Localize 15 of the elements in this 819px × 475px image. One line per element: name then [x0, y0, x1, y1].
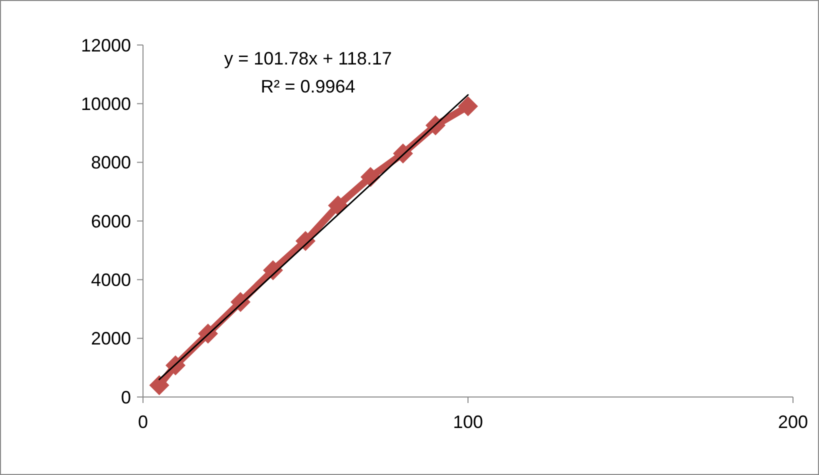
y-tick-label: 2000 — [90, 328, 131, 349]
x-tick-label: 200 — [778, 412, 808, 432]
y-tick-label: 6000 — [90, 211, 131, 232]
y-tick-label: 8000 — [90, 152, 131, 173]
y-tick-label: 4000 — [90, 270, 131, 290]
point — [458, 96, 478, 116]
point — [328, 195, 348, 216]
y-tick-label: 12000 — [80, 35, 131, 56]
y-tick-label: 10000 — [80, 94, 131, 114]
point — [149, 375, 170, 396]
annotation: R² = 0.9964 — [260, 76, 356, 96]
x-tick-label: 100 — [452, 412, 484, 432]
annotation: y = 101.78x + 118.17 — [224, 48, 392, 68]
x-tick-label: 0 — [138, 412, 148, 432]
y-tick-label: 0 — [120, 387, 131, 408]
